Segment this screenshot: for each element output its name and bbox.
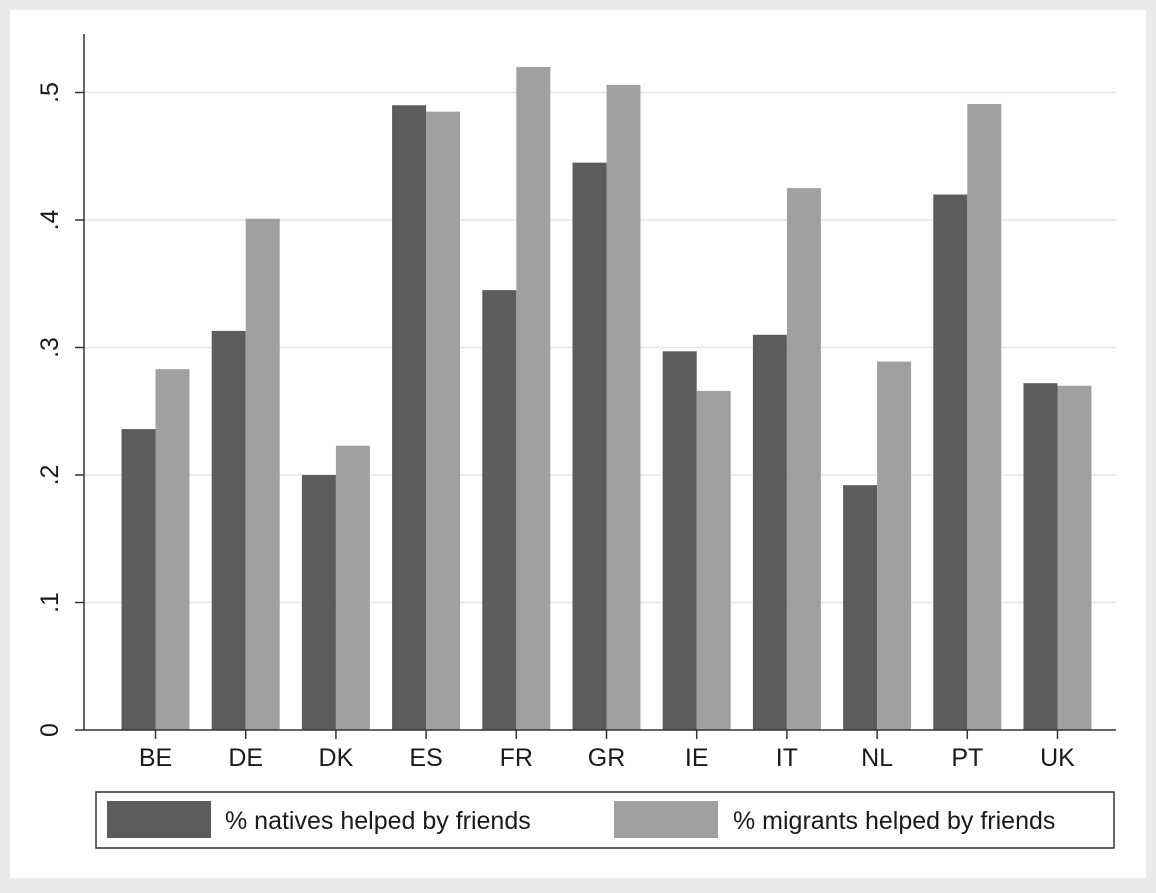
legend-swatch-natives bbox=[107, 801, 211, 838]
x-tick-label: UK bbox=[1040, 744, 1075, 772]
bar-natives-ie bbox=[662, 351, 697, 730]
bar-migrants-uk bbox=[1057, 385, 1092, 730]
bar-migrants-nl bbox=[877, 361, 912, 730]
x-tick-label: GR bbox=[588, 744, 626, 772]
bar-migrants-gr bbox=[606, 84, 641, 731]
legend-swatch-migrants bbox=[614, 801, 718, 838]
bar-natives-nl bbox=[843, 485, 878, 730]
y-tick-label: .3 bbox=[36, 337, 64, 358]
bar-migrants-be bbox=[155, 369, 190, 730]
x-tick-label: DE bbox=[228, 744, 263, 772]
bars bbox=[121, 67, 1092, 731]
x-tick-label: PT bbox=[951, 744, 983, 772]
bar-natives-uk bbox=[1023, 383, 1058, 730]
x-tick-label: NL bbox=[861, 744, 893, 772]
x-tick-label: IE bbox=[685, 744, 709, 772]
bar-migrants-fr bbox=[516, 67, 551, 730]
x-tick-label: FR bbox=[500, 744, 533, 772]
bar-migrants-es bbox=[426, 111, 461, 730]
bar-natives-it bbox=[752, 334, 787, 730]
axes bbox=[83, 34, 1116, 731]
legend-frame bbox=[95, 791, 1115, 849]
y-tick-label: .1 bbox=[36, 592, 64, 613]
y-ticks: 0 .1 .2 .3 .4 .5 bbox=[36, 82, 84, 737]
bar-natives-de bbox=[211, 330, 246, 730]
bar-migrants-it bbox=[786, 188, 821, 730]
bar-migrants-ie bbox=[696, 390, 731, 730]
y-tick-label: .5 bbox=[36, 82, 64, 103]
x-ticks: BE DE DK ES FR GR IE IT NL PT UK bbox=[139, 730, 1075, 772]
bar-migrants-de bbox=[245, 218, 280, 730]
x-tick-label: BE bbox=[139, 744, 172, 772]
legend: % natives helped by friends % migrants h… bbox=[95, 791, 1115, 849]
y-tick-label: .2 bbox=[36, 465, 64, 486]
x-tick-label: DK bbox=[319, 744, 354, 772]
bar-natives-es bbox=[392, 105, 427, 730]
bar-natives-dk bbox=[301, 475, 336, 730]
y-tick-label: 0 bbox=[36, 723, 64, 737]
y-tick-label: .4 bbox=[36, 209, 64, 230]
legend-label-natives: % natives helped by friends bbox=[225, 807, 531, 835]
x-tick-label: ES bbox=[409, 744, 442, 772]
legend-label-migrants: % migrants helped by friends bbox=[733, 807, 1055, 835]
x-tick-label: IT bbox=[776, 744, 798, 772]
bar-migrants-pt bbox=[967, 103, 1002, 731]
bar-natives-pt bbox=[933, 194, 968, 730]
bar-natives-be bbox=[121, 429, 156, 730]
bar-natives-gr bbox=[572, 162, 607, 730]
bar-migrants-dk bbox=[335, 445, 370, 730]
bar-natives-fr bbox=[482, 290, 517, 730]
